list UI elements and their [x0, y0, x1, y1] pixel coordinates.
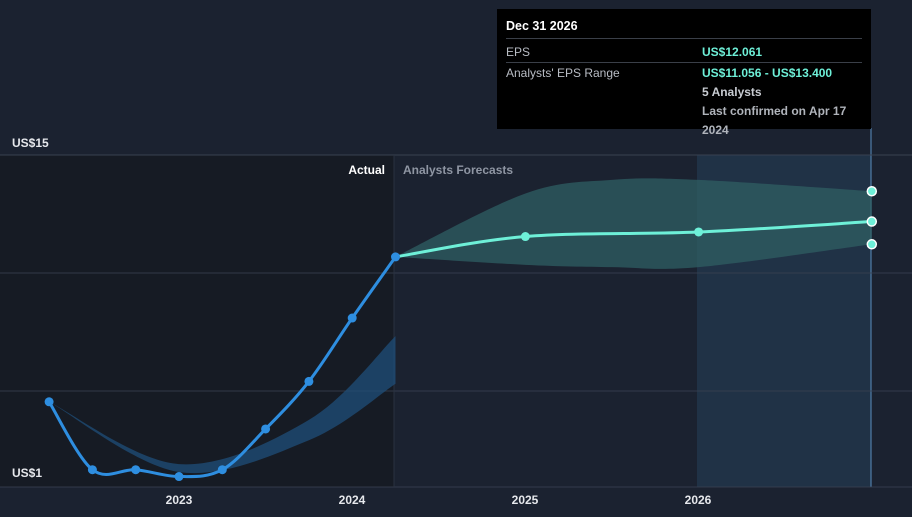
y-label-top: US$15 [12, 136, 49, 150]
grid-lines [0, 154, 912, 488]
actual-point [261, 424, 271, 434]
forecast-line [394, 220, 874, 259]
x-tick-2025: 2025 [512, 493, 539, 507]
tooltip-range-value: US$11.056 - US$13.400 [702, 66, 833, 80]
tooltip-eps-label: EPS [506, 45, 531, 59]
range-high-point [866, 185, 878, 197]
tooltip-confirmed: Last confirmed on Apr 17 2024 [702, 104, 847, 137]
actual-point [391, 252, 400, 262]
x-tick-2024: 2024 [339, 493, 366, 507]
actual-region-background [0, 155, 394, 487]
actual-label: Actual [348, 163, 385, 177]
actual-range-band [49, 336, 396, 474]
forecast-label: Analysts Forecasts [403, 163, 513, 177]
forecast-point [866, 216, 878, 227]
tooltip-range-label: Analysts' EPS Range [506, 66, 620, 80]
forecast-point [694, 227, 704, 237]
actual-point [347, 313, 357, 323]
range-bands [49, 178, 872, 474]
range-low-point [866, 239, 878, 250]
actual-point [131, 465, 141, 475]
actual-point [304, 376, 314, 386]
tooltip-analysts: 5 Analysts [702, 85, 762, 99]
actual-point [87, 465, 97, 475]
tooltip-date: Dec 31 2026 [506, 19, 862, 39]
y-label-bottom: US$1 [12, 466, 42, 480]
actual-point [44, 397, 54, 407]
x-tick-2026: 2026 [685, 493, 712, 507]
forecast-point [520, 232, 530, 242]
series-points [44, 185, 878, 482]
x-tick-2023: 2023 [166, 493, 193, 507]
forecast-range-band [395, 178, 872, 269]
tooltip-eps-row: EPS US$12.061 [506, 42, 862, 63]
data-tooltip: Dec 31 2026 EPS US$12.061 Analysts' EPS … [497, 9, 871, 137]
actual-point [217, 465, 227, 475]
tooltip-eps-value: US$12.061 [702, 45, 763, 59]
actual-point [174, 472, 184, 482]
tooltip-range-row: Analysts' EPS Range US$11.056 - US$13.40… [506, 63, 862, 83]
